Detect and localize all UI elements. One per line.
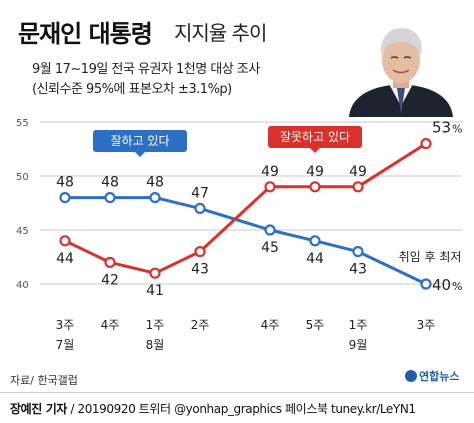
y-tick-label: 40 (16, 280, 29, 291)
chart-title: 문재인 대통령 (18, 20, 153, 48)
data-point (149, 192, 161, 204)
data-label: 45 (261, 240, 279, 256)
data-label: 48 (146, 175, 164, 191)
data-label: 40 (432, 276, 451, 294)
approve-callout-label: 잘하고 있다 (110, 134, 169, 148)
data-point (420, 278, 432, 290)
data-point (264, 181, 276, 193)
yonhap-logo: 연합뉴스 (405, 368, 459, 384)
data-label: 43 (191, 262, 209, 278)
x-tick-label: 3주 (56, 318, 75, 332)
survey-info-line-2: (신뢰수준 95%에 표본오차 ±3.1%p) (32, 82, 232, 97)
data-label: 53 (432, 119, 451, 137)
data-label: 44 (56, 251, 74, 267)
credit-details: / 20190920 트위터 @yonhap_graphics 페이스북 tun… (66, 402, 416, 416)
x-tick-month-label: 9월 (349, 338, 368, 352)
author-name: 장예진 기자 (10, 402, 67, 416)
data-label: 49 (349, 164, 367, 180)
data-point (352, 246, 364, 258)
disapprove-callout-label: 잘못하고 있다 (280, 130, 350, 144)
data-label: 44 (306, 251, 324, 267)
data-label: 41 (146, 283, 164, 299)
data-source: 자료/ 한국갤럽 (10, 374, 78, 387)
chart-title-sub: 지지율 추이 (174, 21, 267, 45)
survey-info-line-1: 9월 17~19일 전국 유권자 1천명 대상 조사 (32, 62, 260, 77)
data-point (149, 267, 161, 279)
series-line (64, 142, 427, 275)
disapprove-callout-box (268, 126, 362, 148)
percent-sign: % (452, 280, 462, 293)
data-point (194, 246, 206, 258)
yonhap-logo-icon (405, 370, 417, 382)
data-label: 42 (101, 272, 119, 288)
x-tick-month-label: 7월 (56, 338, 75, 352)
data-label: 49 (306, 164, 324, 180)
data-point (264, 224, 276, 236)
data-label: 48 (101, 175, 119, 191)
data-label: 43 (349, 262, 367, 278)
x-tick-month-label: 8월 (146, 338, 165, 352)
x-tick-label: 4주 (101, 318, 120, 332)
portrait-photo (339, 22, 463, 117)
approval-line-chart: 40 45 50 55 48 48 48 47 45 44 43 40 44 42 41 43 49 49 49 53… (16, 118, 462, 352)
disapprove-callout-pointer (310, 148, 320, 153)
x-tick-label: 2주 (191, 318, 210, 332)
data-point (309, 181, 321, 193)
percent-sign: % (452, 123, 462, 136)
data-label: 47 (191, 185, 209, 201)
data-point (59, 192, 71, 204)
annotation-label: 취임 후 최저 (399, 250, 462, 264)
approve-callout-pointer (135, 152, 145, 157)
y-tick-label: 45 (16, 226, 29, 237)
data-label: 49 (261, 164, 279, 180)
data-point (420, 138, 432, 150)
author-credit: 장예진 기자 / 20190920 트위터 @yonhap_graphics 페… (10, 400, 416, 417)
y-tick-label: 55 (16, 118, 29, 129)
x-tick-label: 1주 (146, 318, 165, 332)
data-point (309, 235, 321, 247)
data-label: 48 (56, 175, 74, 191)
x-tick-label: 1주 (349, 318, 368, 332)
data-point (104, 256, 116, 268)
yonhap-logo-text: 연합뉴스 (419, 370, 460, 383)
x-tick-label: 5주 (306, 318, 325, 332)
x-tick-label: 4주 (261, 318, 280, 332)
x-tick-label: 3주 (417, 318, 436, 332)
portrait-illustration (339, 22, 463, 117)
data-point (104, 192, 116, 204)
data-point (59, 235, 71, 247)
data-point (194, 202, 206, 214)
approve-callout-box (93, 130, 187, 152)
y-tick-label: 50 (16, 172, 29, 183)
data-point (352, 181, 364, 193)
